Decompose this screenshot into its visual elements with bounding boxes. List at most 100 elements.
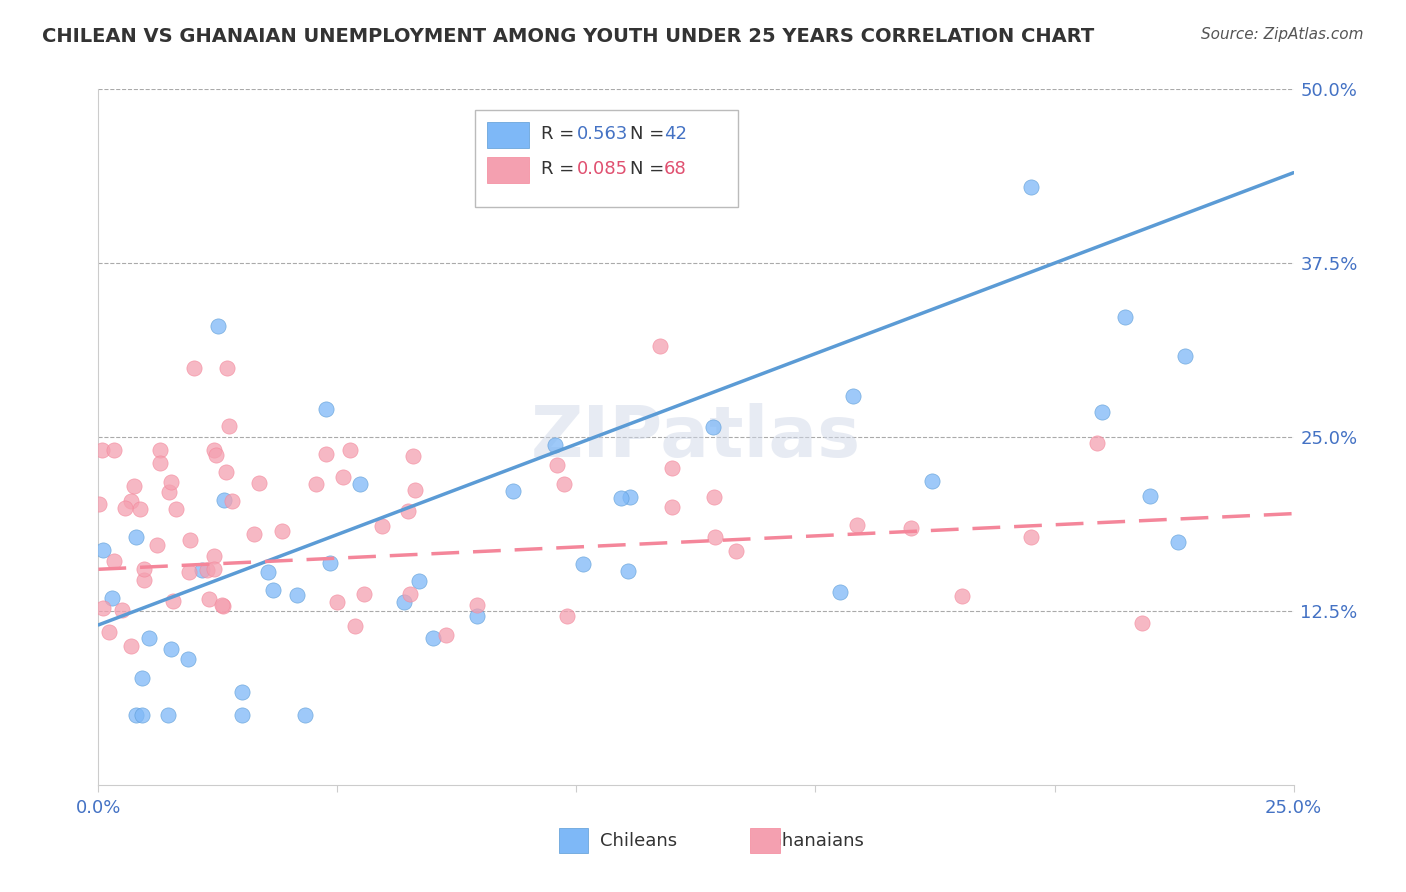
- Point: [1130, 616, 1153, 631]
- Point: [1174, 349, 1197, 363]
- Point: [231, 684, 253, 698]
- Point: [179, 565, 201, 579]
- Point: [465, 599, 488, 613]
- Point: [120, 494, 142, 508]
- Point: [465, 608, 488, 623]
- Text: 68: 68: [664, 161, 686, 178]
- Point: [157, 485, 180, 500]
- Point: [221, 494, 243, 508]
- Point: [195, 563, 218, 577]
- Point: [661, 500, 683, 514]
- Point: [572, 557, 595, 571]
- Point: [114, 500, 136, 515]
- Point: [120, 639, 142, 653]
- Y-axis label: Unemployment Among Youth under 25 years: Unemployment Among Youth under 25 years: [0, 235, 8, 640]
- Point: [103, 443, 125, 458]
- Point: [434, 628, 457, 642]
- FancyBboxPatch shape: [475, 110, 738, 208]
- Point: [125, 530, 148, 544]
- Point: [408, 574, 430, 588]
- Point: [392, 594, 415, 608]
- Point: [617, 565, 640, 579]
- Point: [544, 438, 567, 452]
- Point: [846, 518, 869, 533]
- Point: [110, 603, 132, 617]
- Point: [165, 502, 187, 516]
- Point: [131, 671, 153, 685]
- Text: Chileans: Chileans: [600, 831, 678, 849]
- Point: [349, 477, 371, 491]
- Text: Source: ZipAtlas.com: Source: ZipAtlas.com: [1201, 27, 1364, 42]
- FancyBboxPatch shape: [486, 157, 529, 183]
- Point: [294, 708, 316, 723]
- Point: [353, 587, 375, 601]
- Point: [921, 475, 943, 489]
- Point: [553, 477, 575, 491]
- Point: [132, 561, 155, 575]
- Point: [502, 484, 524, 499]
- Point: [402, 450, 425, 464]
- Point: [247, 475, 270, 490]
- Point: [725, 543, 748, 558]
- Point: [243, 526, 266, 541]
- Point: [619, 490, 641, 504]
- Point: [204, 448, 226, 462]
- Point: [198, 591, 221, 606]
- Point: [211, 598, 233, 612]
- Point: [315, 448, 337, 462]
- Point: [215, 465, 238, 479]
- Text: Ghanaians: Ghanaians: [768, 831, 863, 849]
- Point: [91, 543, 114, 558]
- Point: [396, 504, 419, 518]
- Point: [190, 563, 212, 577]
- Point: [1019, 531, 1042, 545]
- Point: [131, 708, 153, 723]
- FancyBboxPatch shape: [558, 828, 589, 853]
- Point: [202, 562, 225, 576]
- Point: [305, 476, 328, 491]
- Point: [177, 652, 200, 666]
- Point: [1087, 435, 1109, 450]
- FancyBboxPatch shape: [749, 828, 780, 853]
- Point: [609, 491, 631, 505]
- Point: [1019, 179, 1042, 194]
- Point: [842, 389, 865, 403]
- Point: [1167, 535, 1189, 549]
- Point: [555, 608, 578, 623]
- Point: [162, 594, 184, 608]
- Text: R =: R =: [541, 126, 579, 144]
- Point: [212, 599, 235, 613]
- Point: [138, 631, 160, 645]
- FancyBboxPatch shape: [486, 122, 529, 148]
- Text: ZIPatlas: ZIPatlas: [531, 402, 860, 472]
- Point: [256, 565, 278, 579]
- Point: [98, 624, 121, 639]
- Point: [122, 479, 145, 493]
- Point: [202, 443, 225, 458]
- Point: [326, 595, 349, 609]
- Point: [702, 420, 724, 434]
- Point: [91, 442, 114, 457]
- Point: [101, 591, 124, 605]
- Point: [1139, 489, 1161, 503]
- Text: 0.085: 0.085: [576, 161, 627, 178]
- Point: [262, 583, 284, 598]
- Point: [146, 538, 169, 552]
- Point: [231, 708, 253, 723]
- Point: [160, 641, 183, 656]
- Point: [287, 588, 309, 602]
- Point: [271, 524, 294, 539]
- Point: [149, 456, 172, 470]
- Point: [103, 554, 125, 568]
- Point: [950, 589, 973, 603]
- Point: [212, 493, 235, 508]
- Text: R =: R =: [541, 161, 579, 178]
- Point: [132, 574, 155, 588]
- Text: 42: 42: [664, 126, 686, 144]
- Point: [370, 518, 392, 533]
- Text: N =: N =: [630, 126, 671, 144]
- Point: [1114, 310, 1136, 324]
- Point: [125, 708, 148, 723]
- Point: [129, 502, 152, 516]
- Point: [215, 361, 238, 376]
